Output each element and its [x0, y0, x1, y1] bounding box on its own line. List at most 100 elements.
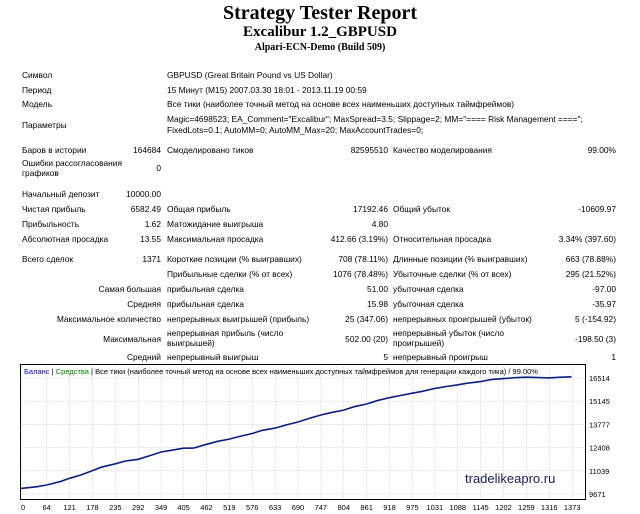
long-positions-value: 663 (78.88%) [565, 254, 616, 264]
period-label: Период [22, 85, 52, 95]
gross-profit-value: 17192.46 [353, 204, 388, 214]
maximal-label: Максимальная [103, 334, 161, 344]
gross-loss-label: Общий убыток [393, 204, 451, 214]
payoff-value: 4.80 [371, 219, 388, 229]
profit-factor-value: 1.62 [144, 219, 161, 229]
x-tick-label: 0 [21, 503, 25, 512]
max-count-label: Максимальное количество [56, 314, 161, 324]
loss-trades-label: Убыточные сделки (% от всех) [393, 269, 512, 279]
legend-equity: Средства [56, 367, 90, 376]
rel-drawdown-label: Относительная просадка [393, 234, 492, 244]
short-positions-label: Короткие позиции (% выигравших) [167, 254, 302, 264]
cons-losses-value: 5 (-154.92) [575, 314, 616, 324]
x-tick-label: 121 [63, 503, 76, 512]
y-tick-label: 15145 [589, 397, 610, 406]
symbol-label: Символ [22, 70, 53, 80]
params-label: Параметры [22, 120, 67, 130]
params-line-2: FixedLots=0.1; AutoMM=0; AutoMM_Max=20; … [167, 125, 424, 135]
x-tick-label: 1088 [449, 503, 466, 512]
x-tick-label: 235 [109, 503, 122, 512]
x-tick-label: 804 [337, 503, 350, 512]
cons-loss-label: непрерывный убыток (число проигрышей) [393, 328, 505, 348]
report-title: Strategy Tester Report [222, 2, 418, 24]
max-drawdown-value: 412.66 (3.19%) [330, 234, 388, 244]
cons-loss-value: -198.50 (3) [575, 334, 616, 344]
errors-value: 0 [156, 163, 161, 173]
average-profit-label: прибыльная сделка [167, 299, 244, 309]
y-tick-label: 16514 [589, 374, 610, 383]
profit-trades-value: 1076 (78.48%) [333, 269, 388, 279]
balance-chart: Баланс | Средства | Все тики (наиболее т… [20, 364, 610, 512]
watermark: tradelikeapro.ru [465, 471, 555, 486]
abs-drawdown-value: 13.55 [140, 234, 161, 244]
profit-factor-label: Прибыльность [22, 219, 80, 229]
total-trades-label: Всего сделок [22, 254, 74, 264]
average-loss-value: -35.97 [592, 299, 616, 309]
y-tick-label: 12408 [589, 444, 610, 453]
y-axis-ticks: 9671 11039 12408 13777 15145 16514 [589, 374, 610, 499]
x-tick-label: 633 [269, 503, 282, 512]
long-positions-label: Длинные позиции (% выигравших) [393, 254, 528, 264]
x-tick-label: 1316 [541, 503, 558, 512]
x-tick-label: 1145 [473, 503, 489, 512]
avg-losses-value: 1 [611, 352, 616, 362]
legend-description: Все тики (наиболее точный метод на основ… [95, 367, 538, 376]
avg-wins-label: непрерывный выигрыш [167, 352, 259, 362]
net-profit-label: Чистая прибыль [22, 204, 86, 214]
cons-losses-label: непрерывных проигрышей (убыток) [393, 314, 532, 324]
ticks-value: 82595510 [350, 145, 388, 155]
deposit-value: 10000.00 [126, 189, 161, 199]
quality-label: Качество моделирования [393, 145, 492, 155]
x-tick-label: 178 [86, 503, 99, 512]
x-tick-label: 292 [132, 503, 145, 512]
x-tick-label: 690 [292, 503, 305, 512]
largest-loss-value: -97.00 [592, 284, 616, 294]
plot-frame [20, 364, 586, 500]
model-label: Модель [22, 99, 53, 109]
x-tick-label: 975 [406, 503, 419, 512]
average-loss-label: убыточная сделка [393, 299, 464, 309]
rel-drawdown-value: 3.34% (397.60) [558, 234, 616, 244]
loss-trades-value: 295 (21.52%) [565, 269, 616, 279]
legend-text: Баланс | Средства | Все тики (наиболее т… [24, 367, 538, 376]
max-drawdown-label: Максимальная просадка [167, 234, 264, 244]
deposit-label: Начальный депозит [22, 189, 100, 199]
net-profit-value: 6582.49 [130, 204, 161, 214]
payoff-label: Матожидание выигрыша [167, 219, 264, 229]
x-tick-label: 1202 [495, 503, 512, 512]
gross-loss-value: -10609.97 [578, 204, 616, 214]
x-tick-label: 576 [246, 503, 259, 512]
model-value: Все тики (наиболее точный метод на основ… [167, 99, 515, 109]
x-tick-label: 747 [315, 503, 328, 512]
symbol-value: GBPUSD (Great Britain Pound vs US Dollar… [167, 70, 333, 80]
y-tick-label: 11039 [589, 467, 609, 476]
chart-grid [20, 364, 586, 500]
x-tick-label: 349 [155, 503, 168, 512]
balance-line [20, 376, 572, 490]
x-tick-label: 1259 [518, 503, 535, 512]
avg-wins-value: 5 [383, 352, 388, 362]
x-tick-label: 405 [177, 503, 190, 512]
legend-balance: Баланс [24, 367, 50, 376]
gross-profit-label: Общая прибыль [167, 204, 231, 214]
largest-profit-value: 51.00 [367, 284, 388, 294]
largest-label: Самая большая [98, 284, 161, 294]
largest-loss-label: убыточная сделка [393, 284, 464, 294]
bars-label: Баров в истории [22, 145, 87, 155]
params-line-1: Magic=4698523; EA_Comment="Excalibur"; M… [167, 114, 583, 124]
x-tick-label: 462 [200, 503, 213, 512]
cons-profit-label: непрерывная прибыль (число выигрышей) [167, 328, 284, 348]
avg-label: Средний [126, 352, 161, 362]
total-trades-value: 1371 [142, 254, 161, 264]
short-positions-value: 708 (78.11%) [338, 254, 388, 264]
expert-name: Excalibur 1.2_GBPUSD [243, 24, 397, 40]
x-tick-label: 1031 [427, 503, 444, 512]
x-tick-label: 519 [223, 503, 236, 512]
x-tick-label: 64 [43, 503, 51, 512]
abs-drawdown-label: Абсолютная просадка [22, 234, 109, 244]
largest-profit-label: прибыльная сделка [167, 284, 244, 294]
average-label: Средняя [127, 299, 161, 309]
quality-value: 99.00% [587, 145, 616, 155]
x-axis-ticks: 0 64 121 178 235 292 349 405 462 519 576 633 690 747 8… [21, 503, 581, 512]
avg-losses-label: непрерывный проигрыш [393, 352, 488, 362]
